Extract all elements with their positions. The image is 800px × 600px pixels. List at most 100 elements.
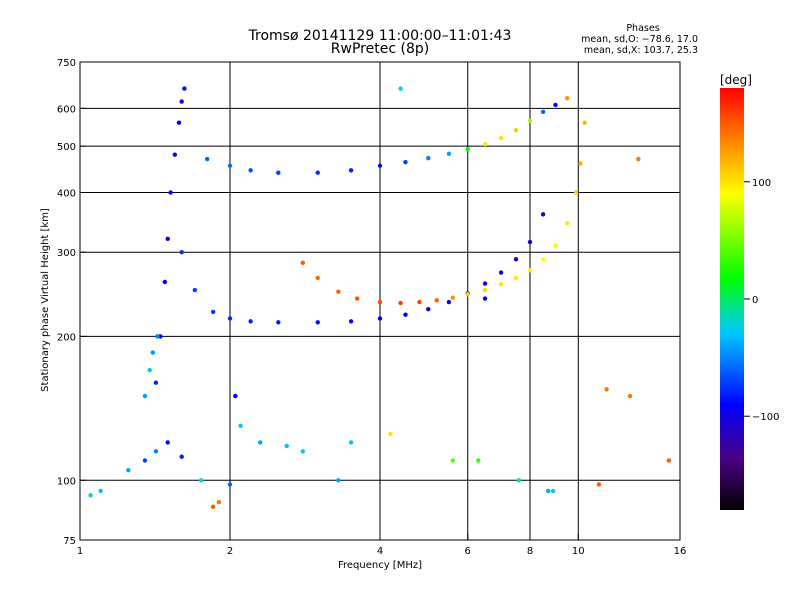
data-point [434, 298, 439, 303]
x-tick-label: 16 [674, 546, 687, 557]
data-point [627, 393, 633, 399]
data-point [482, 296, 488, 301]
data-point [300, 449, 306, 454]
data-point [248, 319, 253, 324]
y-axis-label: Stationary phase Virtual Height [km] [40, 208, 51, 392]
data-points [88, 86, 672, 510]
data-point [446, 151, 452, 156]
data-point [198, 478, 204, 483]
y-tick-labels: 75 100 200 300 400 500 600 750 [57, 58, 86, 547]
data-point [403, 159, 408, 165]
phases-line-o: mean, sd,O: −78.6, 17.0 [581, 34, 698, 45]
y-tick-label: 500 [57, 142, 76, 153]
data-point [165, 236, 170, 242]
data-point [666, 458, 672, 463]
y-tick-label: 600 [57, 104, 76, 115]
data-point [210, 309, 216, 315]
data-point [553, 102, 558, 108]
data-point [192, 287, 198, 293]
data-point [527, 118, 533, 124]
data-point [165, 440, 170, 445]
data-point [578, 161, 583, 166]
data-point [348, 168, 354, 173]
colorbar-tick-label: 100 [752, 178, 771, 189]
data-point [158, 334, 163, 339]
data-point [227, 316, 233, 321]
colorbar-ticks: 100 0 −100 [744, 178, 779, 423]
data-point [179, 99, 184, 104]
data-point [126, 467, 131, 473]
data-point [142, 393, 148, 399]
data-point [98, 488, 103, 494]
data-point [553, 243, 558, 248]
data-point [258, 440, 263, 445]
x-tick-label: 2 [227, 546, 233, 557]
y-tick-label: 75 [63, 536, 76, 547]
data-point [227, 163, 233, 168]
data-point [88, 493, 93, 498]
data-point [284, 443, 289, 449]
data-point [636, 156, 641, 162]
x-tick-label: 1 [77, 546, 83, 557]
data-point [210, 504, 216, 510]
data-point [476, 458, 481, 463]
data-point [377, 163, 383, 168]
data-point [153, 449, 159, 454]
data-point [540, 212, 546, 217]
data-point [233, 393, 238, 399]
data-point [540, 109, 546, 115]
data-point [403, 312, 408, 317]
data-point [142, 458, 148, 463]
data-point [315, 170, 320, 175]
data-point [450, 295, 456, 300]
data-point [513, 275, 519, 281]
colorbar-tick-label: 0 [752, 295, 758, 306]
data-point [276, 170, 281, 175]
colorbar-label: [deg] [720, 73, 752, 87]
data-point [513, 257, 519, 262]
data-point [336, 289, 341, 294]
data-point [446, 299, 452, 305]
y-tick-label: 750 [57, 58, 76, 69]
chart-title: Tromsø 20141129 11:00:00–11:01:43 [248, 28, 512, 44]
chart-subtitle: RwPretec (8p) [331, 41, 429, 57]
data-point [336, 478, 341, 483]
data-point [216, 499, 222, 505]
data-point [182, 86, 187, 91]
data-point [398, 86, 403, 91]
data-point [172, 152, 178, 157]
data-point [417, 299, 422, 305]
data-point [248, 168, 253, 173]
data-point [315, 275, 320, 281]
data-point [168, 190, 173, 195]
data-point [540, 257, 546, 262]
data-point [564, 95, 570, 101]
colorbar-tick-label: −100 [752, 412, 779, 423]
data-point [155, 334, 160, 339]
data-point [482, 141, 488, 147]
data-point [276, 320, 281, 325]
data-point [498, 282, 504, 287]
data-point [596, 482, 602, 487]
phases-line-x: mean, sd,X: 103.7, 25.3 [584, 45, 698, 56]
y-tick-label: 200 [57, 332, 76, 343]
x-tick-label: 10 [572, 546, 585, 557]
x-tick-label: 8 [527, 546, 533, 557]
data-point [227, 482, 233, 487]
colorbar [720, 88, 744, 510]
data-point [426, 155, 431, 161]
x-axis-label: Frequency [MHz] [338, 560, 422, 571]
x-tick-labels: 1 2 4 6 8 10 16 [77, 534, 687, 557]
data-point [573, 190, 579, 195]
data-point [482, 281, 488, 286]
phases-heading: Phases [626, 23, 659, 34]
data-point [348, 440, 354, 445]
data-point [377, 299, 383, 305]
y-tick-label: 100 [57, 476, 76, 487]
y-tick-label: 300 [57, 248, 76, 259]
data-point [450, 458, 456, 463]
data-point [354, 296, 360, 301]
data-point [604, 387, 609, 392]
data-point [204, 156, 210, 162]
data-point [513, 127, 519, 133]
